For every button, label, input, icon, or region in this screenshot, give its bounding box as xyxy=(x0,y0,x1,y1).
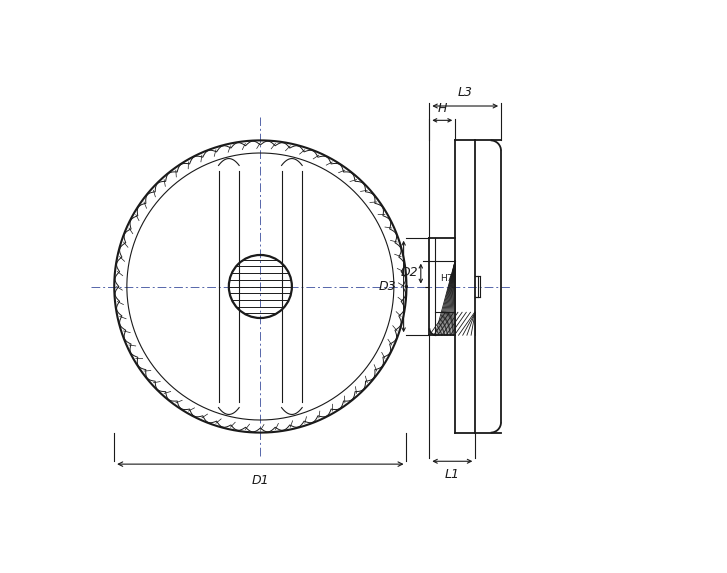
Text: L3: L3 xyxy=(458,86,473,99)
Text: D2: D2 xyxy=(401,266,419,279)
Text: H7: H7 xyxy=(441,274,453,283)
Text: L1: L1 xyxy=(445,468,459,481)
Text: D1: D1 xyxy=(252,474,269,488)
Text: H: H xyxy=(438,101,447,115)
Text: D3: D3 xyxy=(379,280,397,293)
